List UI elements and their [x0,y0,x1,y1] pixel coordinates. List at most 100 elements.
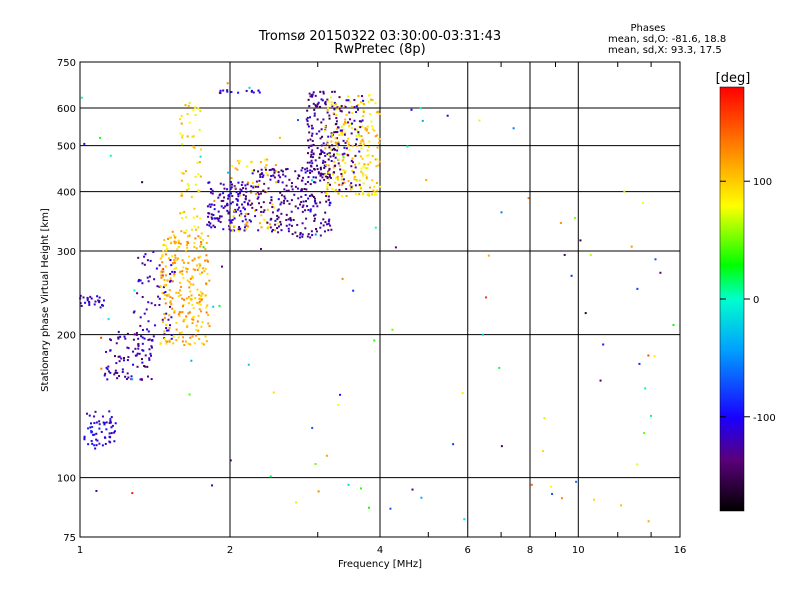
data-point [283,199,286,202]
data-point [301,210,304,213]
data-point [117,355,120,358]
data-point [90,430,93,433]
data-point [264,168,267,171]
data-point [138,278,141,281]
data-point [325,164,328,167]
data-point [200,241,203,244]
data-point [162,321,165,324]
data-point [299,233,302,236]
data-point [327,100,330,103]
data-point [236,198,239,201]
data-point [143,255,146,258]
data-point [121,370,124,373]
data-point [269,201,272,204]
data-point [329,224,332,227]
data-point [202,267,205,270]
data-point [326,176,329,179]
data-point [336,176,339,179]
phase-summary-o: mean, sd,O: -81.6, 18.8 [608,34,726,45]
data-point [314,462,317,465]
data-point [199,303,202,306]
data-point [266,174,269,177]
data-point [127,347,130,350]
data-point [179,311,182,314]
data-point [235,191,238,194]
data-point [255,209,258,212]
data-point [348,148,351,151]
data-point [218,91,221,94]
data-point [93,422,96,425]
data-point [108,422,111,425]
data-point [113,373,116,376]
data-point [194,106,197,109]
data-point [199,245,202,248]
data-point [220,205,223,208]
data-point [304,209,307,212]
data-point [181,143,184,146]
data-point [226,209,229,212]
data-point [419,106,422,109]
data-point [347,180,350,183]
data-point [114,369,117,372]
data-point [334,130,337,133]
x-tick-label: 8 [527,545,533,556]
data-point [266,158,269,161]
data-point [262,174,265,177]
data-point [91,425,94,428]
data-point [288,178,291,181]
x-tick-label: 4 [377,545,383,556]
data-point [148,357,151,360]
data-point [334,156,337,159]
data-point [154,304,157,307]
data-point [376,110,379,113]
data-point [270,196,273,199]
data-point [327,182,330,185]
data-point [146,276,149,279]
data-point [369,113,372,116]
data-point [257,185,260,188]
data-point [182,320,185,323]
plot-frame [79,61,681,538]
data-point [309,164,312,167]
data-point [374,226,377,229]
data-point [171,307,174,310]
data-point [200,298,203,301]
data-point [191,228,194,231]
data-point [88,301,91,304]
data-point [623,190,626,193]
data-point [121,368,124,371]
data-point [314,233,317,236]
data-point [138,352,141,355]
data-point [259,175,262,178]
data-point [132,338,135,341]
data-point [100,430,103,433]
data-point [137,256,140,259]
data-point [308,194,311,197]
data-point [239,227,242,230]
data-point [233,225,236,228]
data-point [339,131,342,134]
data-point [206,304,209,307]
data-point [348,125,351,128]
data-point [191,335,194,338]
data-point [276,222,279,225]
data-point [347,99,350,102]
data-point [182,261,185,264]
data-point [162,250,165,253]
data-point [104,442,107,445]
data-point [358,183,361,186]
data-point [287,189,290,192]
data-points [79,82,675,523]
data-point [317,172,320,175]
data-point [244,184,247,187]
data-point [126,372,129,375]
data-point [192,306,195,309]
data-point [329,176,332,179]
data-point [570,274,573,277]
data-point [133,333,136,336]
data-point [186,240,189,243]
data-point [165,327,168,330]
data-point [182,172,185,175]
data-point [277,198,280,201]
data-point [187,342,190,345]
